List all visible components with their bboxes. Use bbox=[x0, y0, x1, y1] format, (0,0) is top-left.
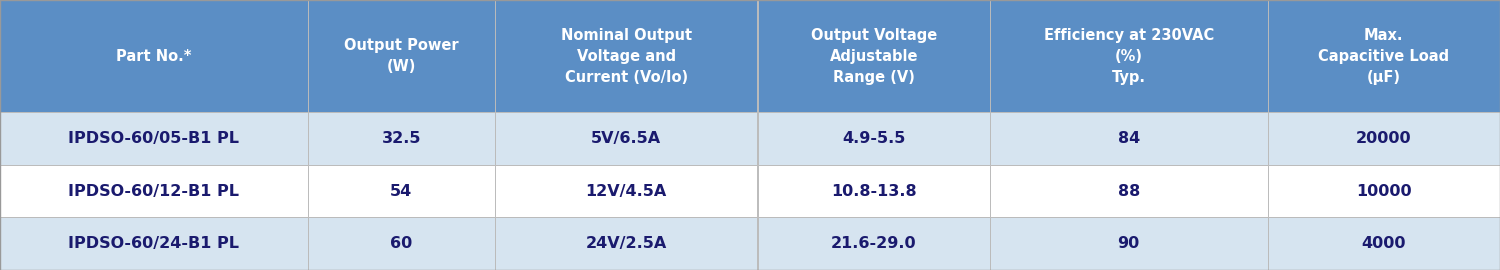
Bar bbox=[990, 112, 1268, 165]
Bar bbox=[1268, 112, 1500, 165]
Bar bbox=[1268, 217, 1500, 270]
Bar bbox=[308, 112, 495, 165]
Bar bbox=[990, 165, 1268, 217]
Text: 4.9-5.5: 4.9-5.5 bbox=[842, 131, 906, 146]
Text: 60: 60 bbox=[390, 236, 412, 251]
Bar bbox=[758, 112, 990, 165]
Text: Efficiency at 230VAC
(%)
Typ.: Efficiency at 230VAC (%) Typ. bbox=[1044, 28, 1214, 85]
Text: Output Power
(W): Output Power (W) bbox=[344, 38, 459, 74]
Text: IPDSO-60/24-B1 PL: IPDSO-60/24-B1 PL bbox=[69, 236, 240, 251]
Text: 4000: 4000 bbox=[1362, 236, 1406, 251]
Text: 10.8-13.8: 10.8-13.8 bbox=[831, 184, 916, 198]
Bar bbox=[495, 0, 758, 112]
Text: Part No.*: Part No.* bbox=[116, 49, 192, 63]
Bar bbox=[495, 165, 758, 217]
Bar bbox=[495, 217, 758, 270]
Bar bbox=[758, 165, 990, 217]
Bar bbox=[495, 112, 758, 165]
Bar bbox=[758, 0, 990, 112]
Bar bbox=[1268, 0, 1500, 112]
Text: 90: 90 bbox=[1118, 236, 1140, 251]
Bar bbox=[0, 165, 308, 217]
Bar bbox=[0, 217, 308, 270]
Text: IPDSO-60/12-B1 PL: IPDSO-60/12-B1 PL bbox=[69, 184, 240, 198]
Text: 21.6-29.0: 21.6-29.0 bbox=[831, 236, 916, 251]
Text: 5V/6.5A: 5V/6.5A bbox=[591, 131, 662, 146]
Text: 10000: 10000 bbox=[1356, 184, 1412, 198]
Bar bbox=[0, 0, 308, 112]
Text: 20000: 20000 bbox=[1356, 131, 1412, 146]
Bar bbox=[308, 217, 495, 270]
Bar bbox=[1268, 165, 1500, 217]
Bar bbox=[308, 165, 495, 217]
Text: 12V/4.5A: 12V/4.5A bbox=[585, 184, 668, 198]
Text: 32.5: 32.5 bbox=[381, 131, 422, 146]
Bar bbox=[308, 0, 495, 112]
Text: 84: 84 bbox=[1118, 131, 1140, 146]
Bar bbox=[990, 217, 1268, 270]
Bar bbox=[758, 217, 990, 270]
Bar bbox=[990, 0, 1268, 112]
Text: 88: 88 bbox=[1118, 184, 1140, 198]
Text: 54: 54 bbox=[390, 184, 412, 198]
Text: IPDSO-60/05-B1 PL: IPDSO-60/05-B1 PL bbox=[69, 131, 240, 146]
Text: Max.
Capacitive Load
(μF): Max. Capacitive Load (μF) bbox=[1318, 28, 1449, 85]
Text: 24V/2.5A: 24V/2.5A bbox=[585, 236, 668, 251]
Bar bbox=[0, 112, 308, 165]
Text: Nominal Output
Voltage and
Current (Vo/Io): Nominal Output Voltage and Current (Vo/I… bbox=[561, 28, 692, 85]
Text: Output Voltage
Adjustable
Range (V): Output Voltage Adjustable Range (V) bbox=[810, 28, 938, 85]
